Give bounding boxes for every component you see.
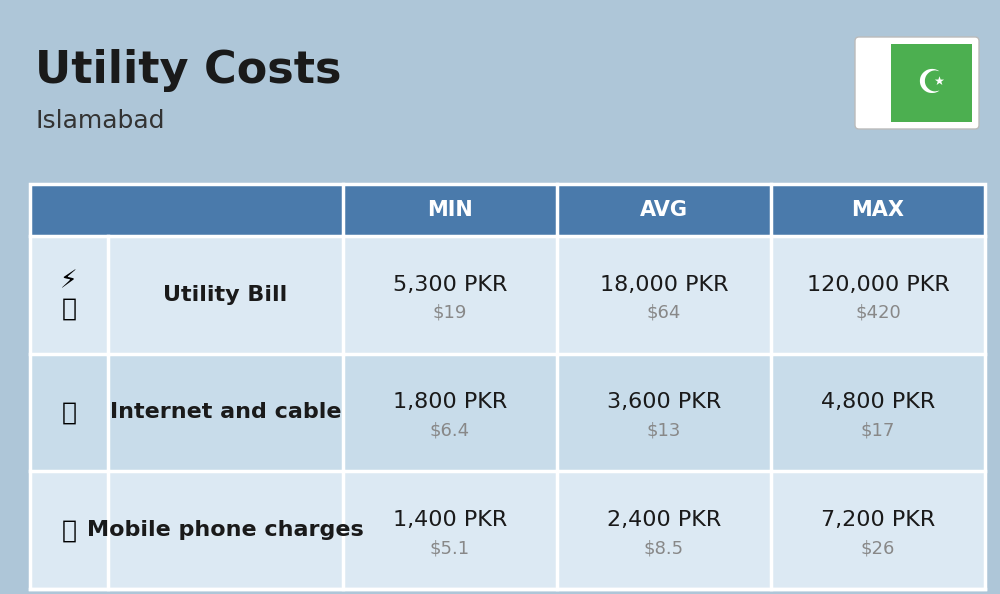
Text: $5.1: $5.1 [430,539,470,557]
Text: Utility Bill: Utility Bill [163,285,288,305]
Text: $17: $17 [861,422,895,440]
Text: $19: $19 [433,304,467,322]
Text: 120,000 PKR: 120,000 PKR [807,275,949,295]
Text: 📱: 📱 [62,518,76,542]
FancyBboxPatch shape [30,471,985,589]
FancyBboxPatch shape [30,353,985,471]
FancyBboxPatch shape [30,184,985,236]
Text: 📶: 📶 [62,400,76,425]
Text: 1,800 PKR: 1,800 PKR [393,393,507,412]
Text: 3,600 PKR: 3,600 PKR [607,393,721,412]
Text: MAX: MAX [852,200,905,220]
Text: Utility Costs: Utility Costs [35,49,342,92]
Text: Internet and cable: Internet and cable [110,403,341,422]
Text: $420: $420 [855,304,901,322]
Text: $8.5: $8.5 [644,539,684,557]
Text: 2,400 PKR: 2,400 PKR [607,510,721,530]
Text: 18,000 PKR: 18,000 PKR [600,275,728,295]
FancyBboxPatch shape [30,236,985,353]
Text: MIN: MIN [427,200,473,220]
Text: $6.4: $6.4 [430,422,470,440]
Text: 7,200 PKR: 7,200 PKR [821,510,935,530]
Text: AVG: AVG [640,200,688,220]
FancyBboxPatch shape [855,37,979,129]
Text: 4,800 PKR: 4,800 PKR [821,393,935,412]
Text: $26: $26 [861,539,895,557]
Text: ⚡
🔌: ⚡ 🔌 [60,269,78,321]
Text: $13: $13 [647,422,681,440]
Text: ☪: ☪ [916,67,946,100]
FancyBboxPatch shape [891,44,972,122]
Text: $64: $64 [647,304,681,322]
Text: 5,300 PKR: 5,300 PKR [393,275,507,295]
Text: 1,400 PKR: 1,400 PKR [393,510,507,530]
Text: Islamabad: Islamabad [35,109,164,133]
FancyBboxPatch shape [862,44,891,122]
Text: Mobile phone charges: Mobile phone charges [87,520,364,540]
